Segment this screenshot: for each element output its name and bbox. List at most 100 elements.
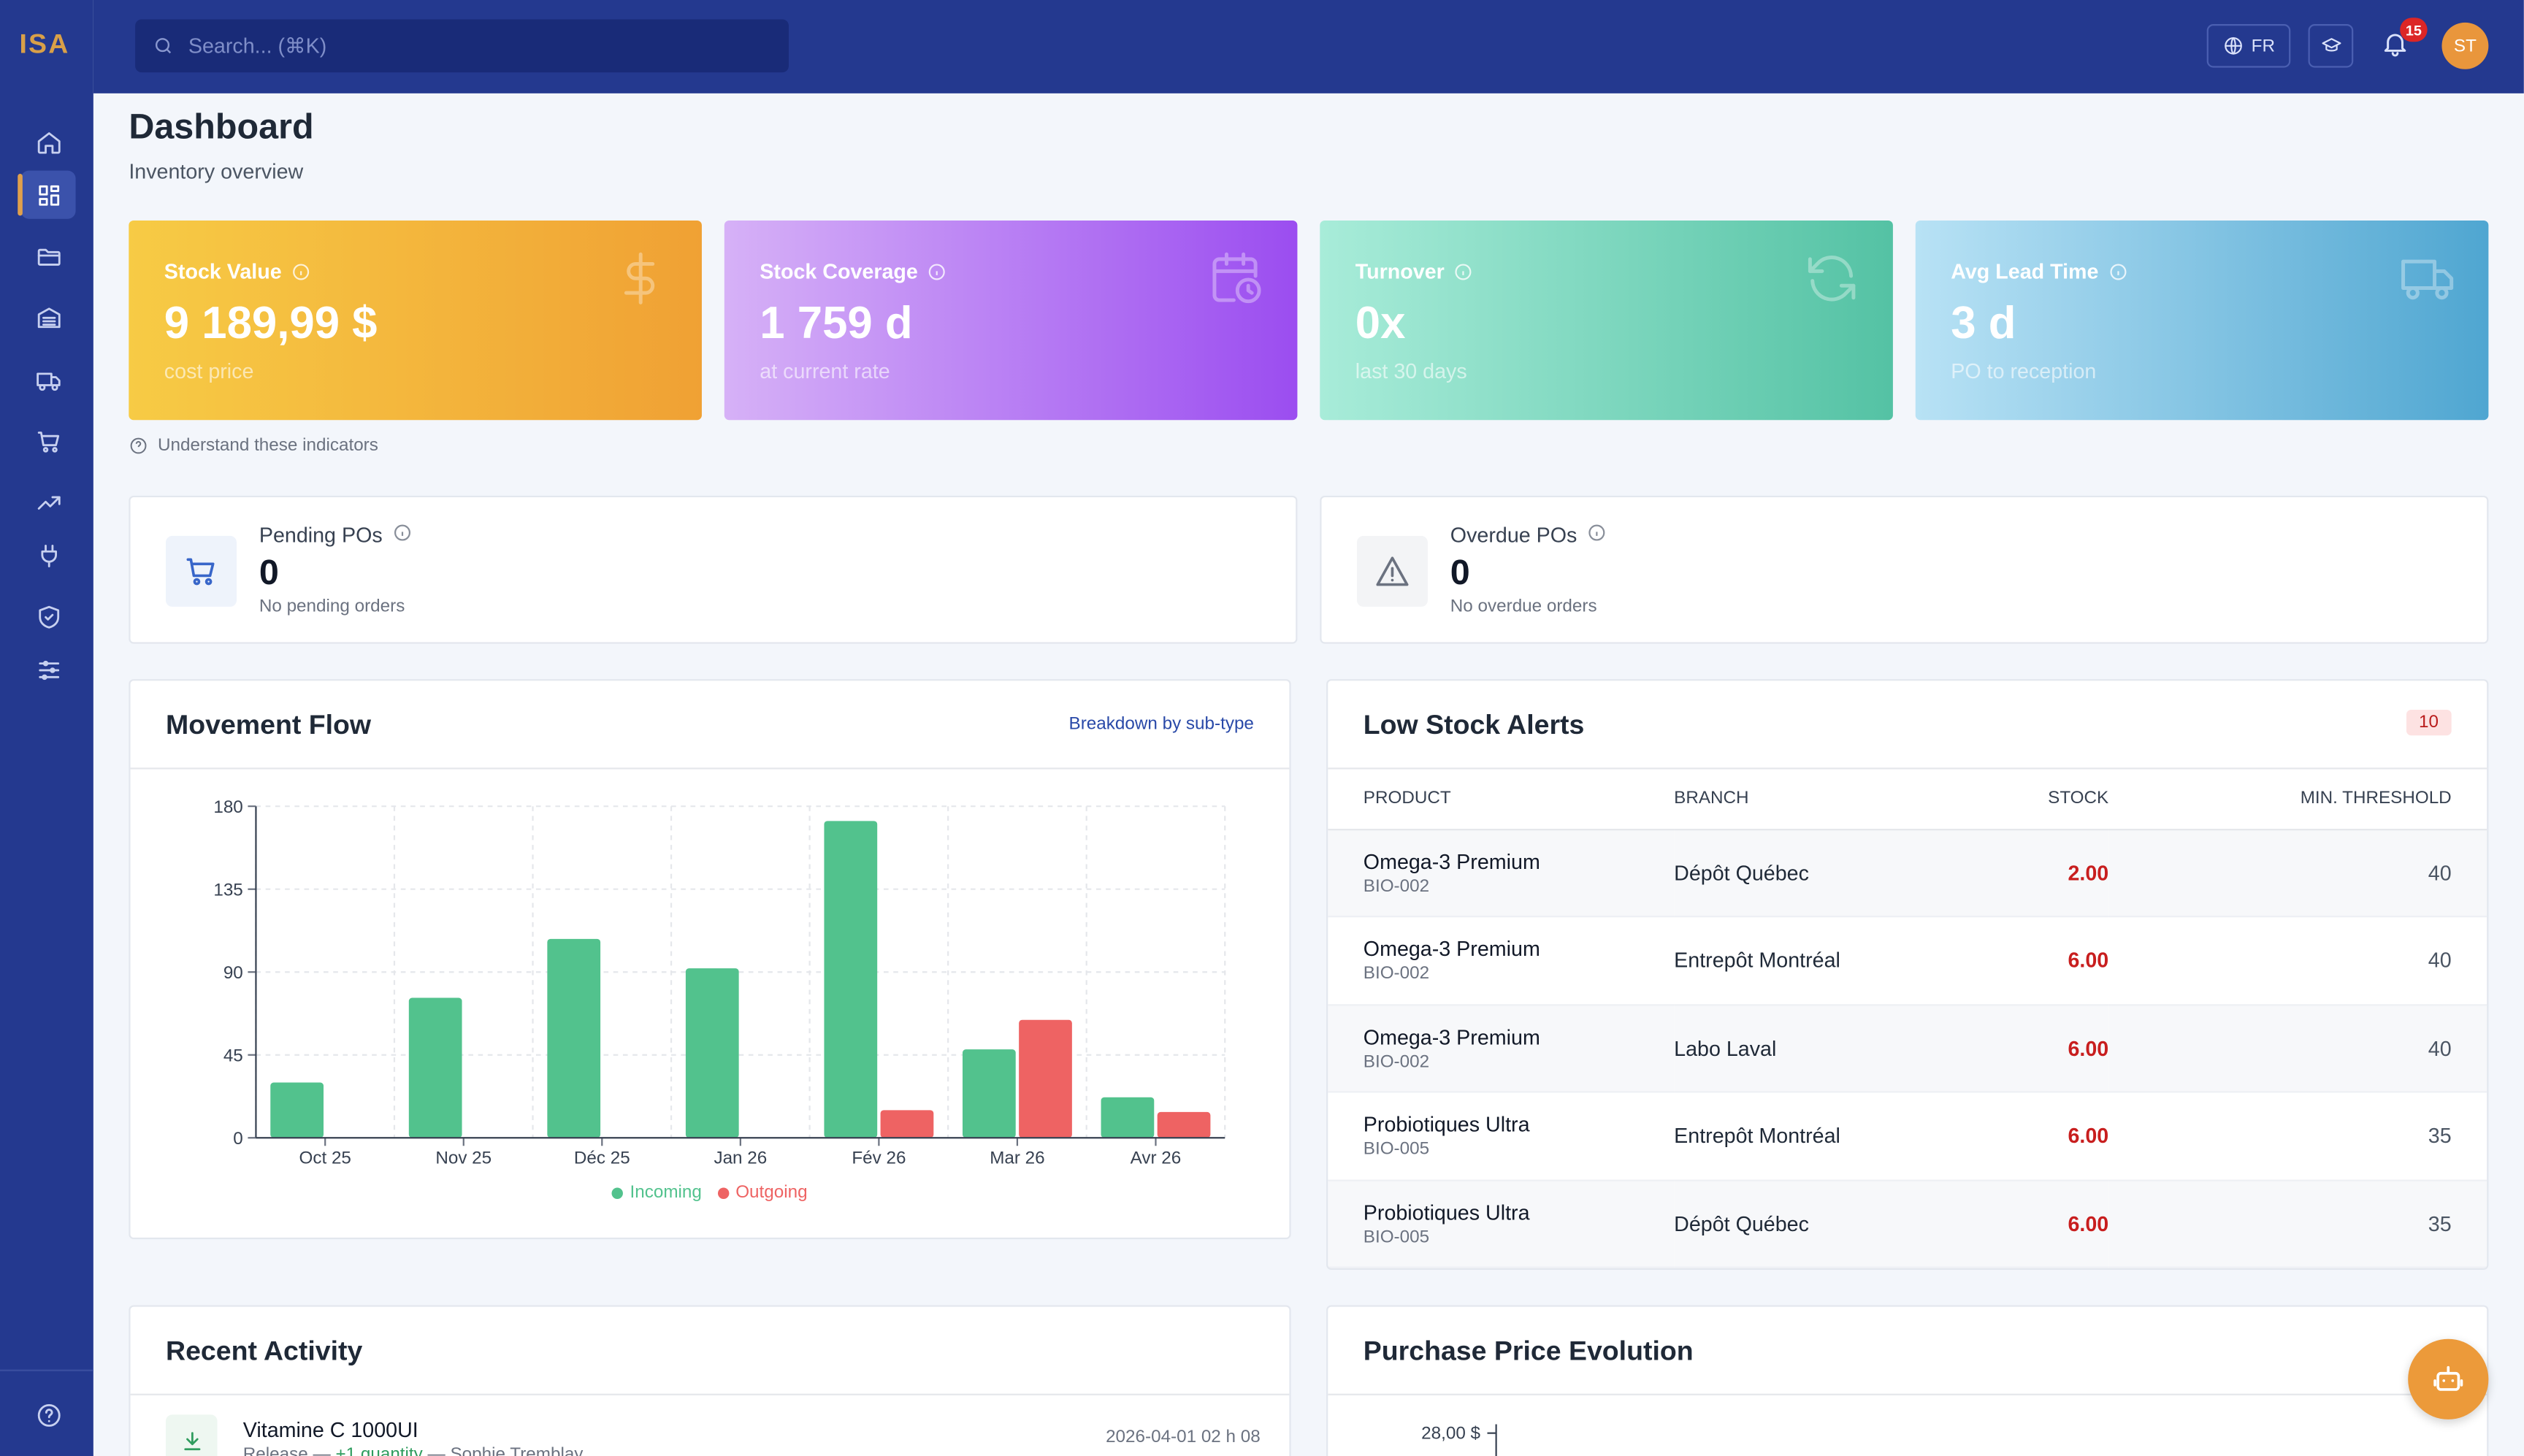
language-button[interactable]: FR bbox=[2206, 24, 2291, 68]
col-threshold[interactable]: MIN. THRESHOLD bbox=[2108, 769, 2487, 830]
table-row[interactable]: Omega-3 Premium BIO-002 Dépôt Québec 2.00 40 bbox=[1328, 829, 2487, 918]
y-tick-label: 0 bbox=[233, 1129, 242, 1149]
activity-timestamp: 2026-04-01 02 h 08 bbox=[1106, 1427, 1261, 1447]
nav-settings[interactable] bbox=[21, 645, 76, 694]
cart-icon bbox=[37, 431, 59, 452]
x-tick-label: Jan 26 bbox=[714, 1148, 767, 1168]
kpi-sub: PO to reception bbox=[1951, 359, 2097, 383]
cell-product: Probiotiques Ultra BIO-005 bbox=[1328, 1092, 1675, 1181]
warning-icon bbox=[1356, 535, 1428, 607]
bar-outgoing bbox=[1157, 1111, 1211, 1138]
cell-product: Omega-3 Premium BIO-002 bbox=[1328, 829, 1675, 918]
cell-stock: 2.00 bbox=[2012, 829, 2109, 918]
nav-dashboard[interactable] bbox=[18, 170, 76, 219]
nav-help[interactable] bbox=[21, 1390, 76, 1438]
legend-incoming[interactable]: Incoming bbox=[612, 1183, 702, 1202]
app-logo[interactable]: ISA bbox=[19, 28, 70, 60]
info-icon[interactable] bbox=[1454, 261, 1473, 280]
activity-item[interactable]: Vitamine C 1000UI Release — +1 quantity … bbox=[166, 1414, 1261, 1456]
kpi-value: 3 d bbox=[1951, 297, 2016, 348]
nav-home[interactable] bbox=[21, 118, 76, 166]
pending-label: Pending POs bbox=[259, 523, 383, 548]
purchase-price-panel: Purchase Price Evolution 28,00 $ bbox=[1326, 1305, 2489, 1456]
cell-threshold: 40 bbox=[2108, 829, 2487, 918]
dollar-icon bbox=[612, 250, 670, 307]
breakdown-link[interactable]: Breakdown by sub-type bbox=[1068, 714, 1254, 735]
cell-branch: Dépôt Québec bbox=[1674, 1179, 2012, 1268]
y-tick-label: 90 bbox=[223, 963, 243, 983]
table-row[interactable]: Probiotiques Ultra BIO-005 Dépôt Québec 6.0… bbox=[1328, 1179, 2487, 1268]
product-name: Omega-3 Premium bbox=[1363, 937, 1540, 962]
alerts-count-badge: 10 bbox=[2406, 709, 2452, 736]
language-label: FR bbox=[2251, 36, 2275, 56]
table-row[interactable]: Omega-3 Premium BIO-002 Entrepôt Montréal 6… bbox=[1328, 916, 2487, 1005]
product-code: BIO-002 bbox=[1363, 876, 1430, 897]
x-tick-label: Oct 25 bbox=[299, 1148, 351, 1168]
bell-icon bbox=[2384, 34, 2406, 57]
assistant-button[interactable] bbox=[2408, 1338, 2489, 1419]
graduation-cap-icon bbox=[2321, 38, 2341, 52]
cell-stock: 6.00 bbox=[2012, 1179, 2109, 1268]
product-name: Omega-3 Premium bbox=[1363, 849, 1540, 874]
pending-sub: No pending orders bbox=[259, 597, 405, 617]
cell-product: Omega-3 Premium BIO-002 bbox=[1328, 916, 1675, 1005]
x-tick-label: Fév 26 bbox=[852, 1148, 906, 1168]
kpi-label: Stock Coverage bbox=[760, 258, 918, 283]
nav-trends[interactable] bbox=[21, 478, 76, 526]
low-stock-alerts-panel: Low Stock Alerts 10 PRODUCT BRANCH STOCK… bbox=[1326, 679, 2489, 1270]
info-icon[interactable] bbox=[392, 523, 411, 547]
info-icon[interactable] bbox=[1587, 523, 1606, 547]
user-avatar[interactable]: ST bbox=[2441, 22, 2489, 69]
nav-integrations[interactable] bbox=[21, 531, 76, 579]
truck-icon bbox=[36, 372, 60, 391]
cell-branch: Dépôt Québec bbox=[1674, 829, 2012, 918]
alerts-title: Low Stock Alerts bbox=[1363, 709, 1585, 740]
col-stock[interactable]: STOCK bbox=[2012, 769, 2109, 830]
cart-icon bbox=[166, 535, 237, 607]
info-icon[interactable] bbox=[291, 261, 310, 280]
info-icon[interactable] bbox=[928, 261, 946, 280]
kpi-label: Stock Value bbox=[164, 258, 282, 283]
kpi-turnover: Turnover 0x last 30 days bbox=[1320, 220, 1893, 421]
nav-folders[interactable] bbox=[21, 231, 76, 280]
alerts-table: PRODUCT BRANCH STOCK MIN. THRESHOLD Omeg… bbox=[1328, 769, 2487, 1268]
sliders-icon bbox=[38, 659, 59, 679]
pending-value: 0 bbox=[259, 551, 279, 593]
topbar: FR 15 ST bbox=[93, 0, 2524, 93]
product-code: BIO-002 bbox=[1363, 964, 1430, 984]
calendar-clock-icon bbox=[1207, 250, 1265, 307]
col-product[interactable]: PRODUCT bbox=[1328, 769, 1675, 830]
sidebar-divider bbox=[0, 1369, 93, 1371]
home-icon bbox=[37, 131, 60, 153]
nav-security[interactable] bbox=[21, 592, 76, 640]
x-tick-label: Nov 25 bbox=[435, 1148, 492, 1168]
nav-cart[interactable] bbox=[21, 417, 76, 465]
bar-incoming bbox=[1101, 1097, 1155, 1138]
x-tick-label: Avr 26 bbox=[1131, 1148, 1182, 1168]
bar-incoming bbox=[270, 1082, 324, 1138]
product-code: BIO-005 bbox=[1363, 1227, 1430, 1247]
movement-flow-panel: Movement Flow Breakdown by sub-type 0 45 9… bbox=[129, 679, 1291, 1240]
table-row[interactable]: Omega-3 Premium BIO-002 Labo Laval 6.00 40 bbox=[1328, 1004, 2487, 1093]
search-input[interactable] bbox=[188, 34, 768, 58]
folder-icon bbox=[37, 248, 60, 265]
overdue-value: 0 bbox=[1450, 551, 1470, 593]
nav-warehouse[interactable] bbox=[21, 293, 76, 341]
product-name: Probiotiques Ultra bbox=[1363, 1112, 1530, 1137]
cell-branch: Entrepôt Montréal bbox=[1674, 916, 2012, 1005]
trending-up-icon bbox=[37, 495, 60, 509]
notifications-button[interactable] bbox=[2381, 29, 2413, 61]
kpi-label: Avg Lead Time bbox=[1951, 258, 2099, 283]
legend-outgoing[interactable]: Outgoing bbox=[717, 1183, 808, 1202]
understand-indicators-link[interactable]: Understand these indicators bbox=[129, 436, 378, 456]
nav-shipping[interactable] bbox=[21, 356, 76, 404]
table-row[interactable]: Probiotiques Ultra BIO-005 Entrepôt Montré… bbox=[1328, 1092, 2487, 1181]
cell-product: Probiotiques Ultra BIO-005 bbox=[1328, 1179, 1675, 1268]
academy-button[interactable] bbox=[2308, 24, 2354, 68]
help-icon bbox=[37, 1403, 60, 1426]
y-tick-label: 45 bbox=[223, 1046, 243, 1066]
info-icon[interactable] bbox=[2108, 261, 2127, 280]
col-branch[interactable]: BRANCH bbox=[1674, 769, 2012, 830]
bar-incoming bbox=[547, 938, 601, 1138]
search-box[interactable] bbox=[135, 19, 789, 73]
